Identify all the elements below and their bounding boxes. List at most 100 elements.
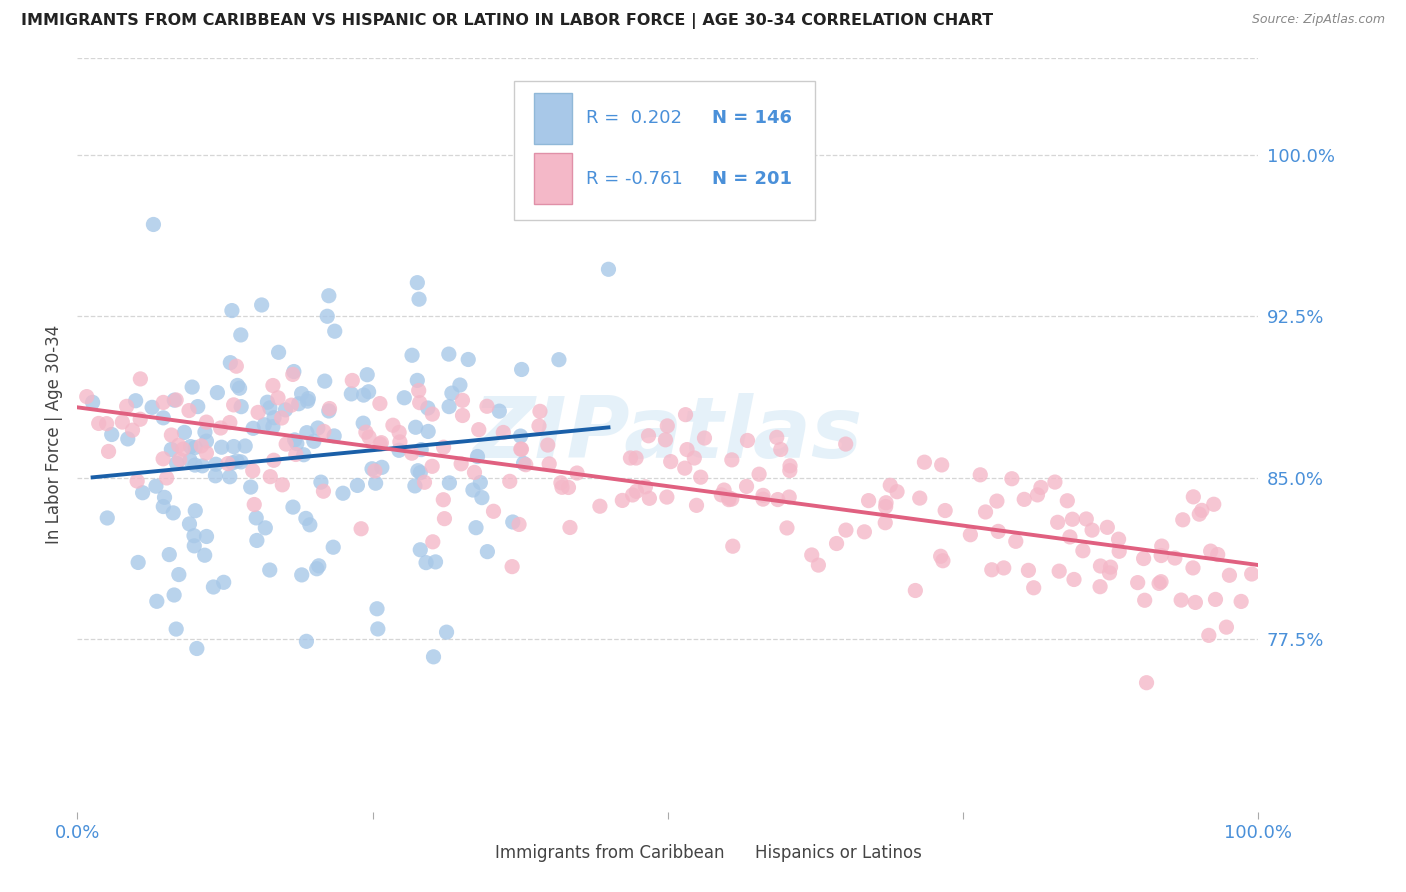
- Point: [323, 429, 346, 443]
- Point: [673, 461, 696, 475]
- Point: [115, 400, 138, 414]
- Point: [433, 511, 456, 525]
- Point: [1063, 573, 1085, 587]
- Point: [409, 466, 432, 480]
- Point: [295, 425, 318, 440]
- Point: [1108, 544, 1130, 558]
- Point: [1088, 580, 1111, 594]
- Point: [1090, 559, 1112, 574]
- Point: [270, 411, 292, 425]
- Point: [551, 480, 574, 494]
- Point: [548, 352, 571, 367]
- Point: [274, 402, 297, 417]
- Point: [318, 404, 340, 418]
- Point: [184, 441, 207, 455]
- Point: [471, 491, 494, 505]
- Point: [406, 276, 429, 290]
- Point: [184, 504, 207, 518]
- Point: [162, 506, 184, 520]
- Point: [173, 425, 195, 440]
- Point: [298, 517, 321, 532]
- Point: [408, 395, 430, 409]
- Point: [285, 436, 308, 450]
- Point: [254, 521, 277, 535]
- Point: [318, 401, 340, 416]
- Point: [222, 398, 245, 412]
- Point: [259, 563, 281, 577]
- Point: [437, 400, 460, 414]
- Point: [1056, 493, 1078, 508]
- Point: [167, 438, 190, 452]
- Point: [527, 418, 550, 433]
- Point: [195, 415, 218, 429]
- Point: [1004, 534, 1026, 549]
- Point: [195, 434, 218, 449]
- Point: [160, 442, 183, 457]
- Point: [229, 455, 252, 469]
- Point: [415, 556, 437, 570]
- Point: [146, 594, 169, 608]
- Point: [769, 442, 792, 457]
- Point: [165, 622, 187, 636]
- Point: [179, 453, 201, 467]
- Point: [96, 417, 118, 431]
- Point: [353, 388, 375, 402]
- Point: [932, 554, 955, 568]
- Point: [342, 374, 364, 388]
- Point: [565, 466, 588, 480]
- Point: [589, 500, 612, 514]
- Point: [689, 470, 711, 484]
- Point: [87, 417, 110, 431]
- Point: [875, 500, 897, 514]
- Point: [284, 447, 307, 461]
- Point: [292, 448, 315, 462]
- Point: [875, 496, 897, 510]
- Point: [1062, 512, 1084, 526]
- Point: [1150, 549, 1173, 563]
- Point: [510, 442, 533, 457]
- Point: [436, 625, 458, 640]
- Text: R =  0.202: R = 0.202: [586, 110, 682, 128]
- Point: [225, 359, 247, 374]
- Point: [912, 455, 935, 469]
- Point: [422, 534, 444, 549]
- Point: [1126, 575, 1149, 590]
- Point: [626, 484, 648, 499]
- Point: [1076, 512, 1098, 526]
- Point: [451, 409, 474, 423]
- Point: [778, 490, 800, 504]
- Point: [969, 467, 991, 482]
- Point: [929, 549, 952, 564]
- Point: [931, 458, 953, 472]
- Point: [439, 475, 461, 490]
- Point: [776, 521, 799, 535]
- Point: [637, 429, 659, 443]
- Point: [165, 392, 187, 407]
- Point: [297, 394, 319, 409]
- Point: [371, 460, 394, 475]
- Point: [366, 601, 388, 615]
- Point: [368, 396, 391, 410]
- Point: [1202, 497, 1225, 511]
- Point: [262, 419, 284, 434]
- Point: [477, 544, 499, 558]
- Point: [309, 475, 332, 490]
- Point: [283, 365, 305, 379]
- Point: [262, 378, 284, 392]
- Point: [239, 480, 262, 494]
- Point: [993, 561, 1015, 575]
- Point: [295, 511, 318, 525]
- Point: [463, 466, 485, 480]
- Point: [1017, 563, 1039, 577]
- Point: [440, 386, 463, 401]
- Point: [364, 464, 387, 478]
- Point: [1199, 544, 1222, 558]
- Point: [212, 575, 235, 590]
- Point: [1191, 503, 1213, 517]
- Point: [509, 442, 531, 456]
- Point: [1206, 548, 1229, 562]
- Point: [191, 458, 214, 473]
- Point: [1215, 620, 1237, 634]
- Point: [1150, 574, 1173, 589]
- Point: [737, 434, 759, 448]
